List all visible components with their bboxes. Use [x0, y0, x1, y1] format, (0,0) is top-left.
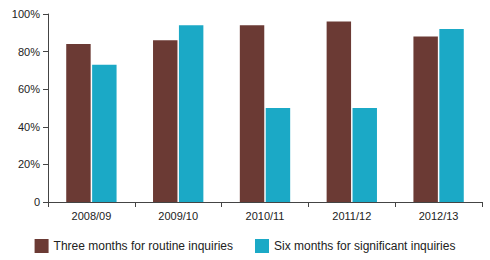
svg-text:Three months for routine inqui: Three months for routine inquiries	[54, 239, 233, 253]
svg-text:2009/10: 2009/10	[158, 210, 198, 222]
svg-text:60%: 60%	[18, 83, 40, 95]
svg-text:100%: 100%	[12, 8, 40, 20]
svg-text:80%: 80%	[18, 46, 40, 58]
svg-text:Six months for significant inq: Six months for significant inquiries	[274, 239, 455, 253]
svg-text:0: 0	[34, 196, 40, 208]
svg-text:2012/13: 2012/13	[419, 210, 459, 222]
svg-text:2010/11: 2010/11	[246, 210, 285, 222]
svg-text:40%: 40%	[18, 121, 40, 133]
svg-text:2008/09: 2008/09	[72, 210, 112, 222]
svg-text:2011/12: 2011/12	[332, 210, 371, 222]
svg-text:20%: 20%	[18, 158, 40, 170]
